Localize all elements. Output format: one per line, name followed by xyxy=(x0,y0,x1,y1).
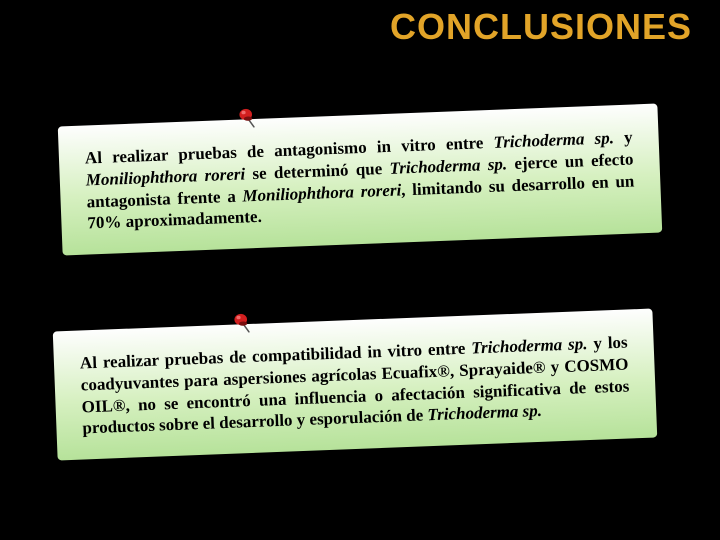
pushpin-icon xyxy=(232,103,261,132)
slide-title: CONCLUSIONES xyxy=(390,6,692,48)
italic-term: Moniliophthora roreri xyxy=(242,180,401,205)
note-card-1: Al realizar pruebas de antagonismo in vi… xyxy=(58,104,663,256)
italic-term: Trichoderma sp. xyxy=(427,401,542,424)
note-card-2: Al realizar pruebas de compatibilidad in… xyxy=(53,309,658,461)
pushpin-icon xyxy=(227,308,256,337)
italic-term: Moniliophthora roreri xyxy=(85,164,245,189)
note-2-text: Al realizar pruebas de compatibilidad in… xyxy=(80,332,631,440)
note-1-text: Al realizar pruebas de antagonismo in vi… xyxy=(85,127,636,235)
text-run: se determinó que xyxy=(245,159,390,184)
text-run: y xyxy=(614,128,633,148)
italic-term: Trichoderma sp. xyxy=(389,154,507,178)
italic-term: Trichoderma sp. xyxy=(493,128,614,152)
italic-term: Trichoderma sp. xyxy=(471,334,588,357)
slide: CONCLUSIONES Al realizar pruebas de anta… xyxy=(0,0,720,540)
